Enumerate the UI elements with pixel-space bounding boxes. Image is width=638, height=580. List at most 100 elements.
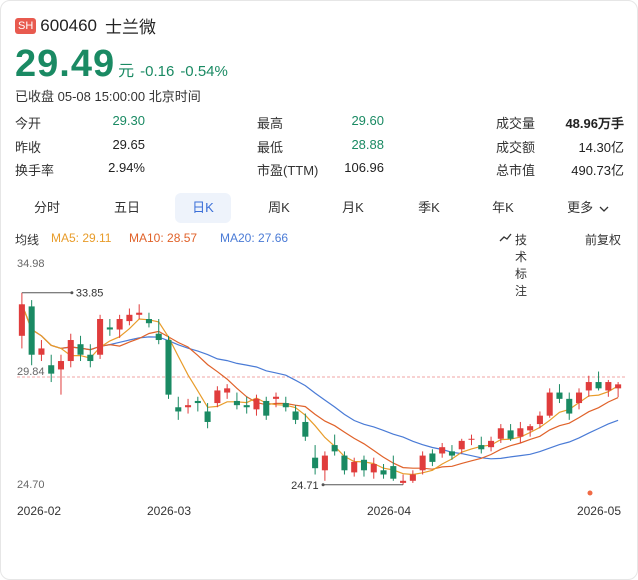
candle-body <box>468 438 475 440</box>
candle-body <box>67 340 74 362</box>
candle-body <box>556 392 563 399</box>
candle-body <box>488 440 495 448</box>
candle-body <box>517 428 524 437</box>
candle-body <box>351 461 358 473</box>
ma20-line <box>21 304 619 460</box>
stat-label: 市盈(TTM) <box>257 163 319 178</box>
candle-body <box>214 390 221 404</box>
stats-row: 昨收 29.65 最低 28.88 成交额 14.30亿 <box>1 137 637 157</box>
tab-weekly-k[interactable]: 周K <box>268 200 290 215</box>
min-value-label: 24.71 <box>291 480 319 492</box>
stat-value: 490.73亿 <box>571 163 624 178</box>
stat-value: 2.94% <box>108 160 145 175</box>
candle-body <box>165 340 172 395</box>
candle-body <box>175 407 182 412</box>
candle-body <box>390 466 397 479</box>
exchange-badge: SH <box>15 17 37 34</box>
candle-body <box>536 415 543 425</box>
candle-body <box>595 382 602 389</box>
candle-body <box>302 421 309 437</box>
stock-name[interactable]: 士兰微 <box>105 18 157 37</box>
tab-yearly-k[interactable]: 年K <box>492 200 514 215</box>
candle-body <box>400 480 407 483</box>
tech-annotation-label: 技术标注 <box>515 233 528 298</box>
tab-quarterly-k[interactable]: 季K <box>418 200 440 215</box>
candle-body <box>497 428 504 439</box>
candle-body <box>126 314 133 322</box>
candle-body <box>28 306 35 355</box>
candle-body <box>292 411 299 420</box>
stock-header: SH 600460 士兰微 <box>15 13 156 38</box>
stat-label: 最低 <box>257 140 284 155</box>
candle-body <box>272 396 280 399</box>
candle-body <box>106 327 113 330</box>
candle-body <box>566 398 573 414</box>
tab-monthly-k[interactable]: 月K <box>342 200 364 215</box>
current-price: 29.49 <box>15 43 116 85</box>
candlestick-chart[interactable]: 34.98 29.84 24.70 33.85 24.71 2026-02 2026-03 2… <box>1 251 637 551</box>
ma20-value: MA20: 27.66 <box>220 231 289 245</box>
x-tick-label: 2026-05 <box>577 504 621 518</box>
stat-label: 换手率 <box>15 163 55 178</box>
candle-body <box>527 426 534 431</box>
tab-five-day[interactable]: 五日 <box>113 200 140 215</box>
tab-more[interactable]: 更多 <box>555 193 621 223</box>
stat-value: 14.30亿 <box>578 140 624 155</box>
candle-body <box>204 411 211 422</box>
x-tick-label: 2026-04 <box>367 504 411 518</box>
candle-body <box>615 384 622 389</box>
stats-row: 今开 29.30 最高 29.60 成交量 48.96万手 <box>1 113 637 133</box>
ma-label[interactable]: 均线 <box>15 233 40 247</box>
candle-body <box>136 312 143 315</box>
candle-body <box>429 453 436 462</box>
candle-body <box>57 361 65 370</box>
candle-body <box>380 470 387 475</box>
candle-body <box>87 354 94 362</box>
candle-body <box>194 400 201 404</box>
chevron-down-icon <box>599 206 609 212</box>
max-value-label: 33.85 <box>76 288 104 300</box>
candle-body <box>155 333 162 341</box>
ma5-line <box>21 304 619 476</box>
stat-value: 48.96万手 <box>565 116 624 131</box>
tech-annotation-button[interactable]: 技术标注 <box>499 231 527 298</box>
stat-value: 28.88 <box>351 137 384 152</box>
y-tick-label: 34.98 <box>17 258 45 270</box>
candle-body <box>331 445 338 452</box>
tab-intraday[interactable]: 分时 <box>33 200 60 215</box>
candle-body <box>341 455 348 471</box>
candle-body <box>312 457 319 469</box>
adjust-price-button[interactable]: 前复权 <box>585 233 622 247</box>
y-tick-label: 29.84 <box>17 366 45 378</box>
tab-daily-k[interactable]: 日K <box>175 193 231 223</box>
event-marker-dot <box>587 490 593 496</box>
stat-value: 29.30 <box>112 113 145 128</box>
ma10-line <box>21 304 619 470</box>
candle-body <box>38 348 45 355</box>
stat-value: 29.65 <box>112 137 145 152</box>
price-unit: 元 <box>118 63 135 80</box>
candle-body <box>282 403 289 408</box>
candle-body <box>77 344 84 355</box>
stat-value: 106.96 <box>344 160 384 175</box>
price-change-percent: -0.54% <box>180 63 228 80</box>
candle-body <box>585 382 592 391</box>
candle-body <box>97 319 104 355</box>
stat-label: 最高 <box>257 116 284 131</box>
stats-row: 换手率 2.94% 市盈(TTM) 106.96 总市值 490.73亿 <box>1 160 637 180</box>
candle-body <box>507 430 514 439</box>
candle-body <box>233 400 240 406</box>
candle-body <box>145 319 152 324</box>
y-tick-label: 24.70 <box>17 479 45 491</box>
ma10-value: MA10: 28.57 <box>129 231 198 245</box>
moving-average-legend: 均线 MA5: 29.11 MA10: 28.57 MA20: 27.66 技术… <box>15 231 627 298</box>
candle-body <box>458 440 465 450</box>
stat-label: 今开 <box>15 116 42 131</box>
price-row: 29.49 元 -0.16 -0.54% <box>15 43 228 86</box>
candle-body <box>116 319 123 330</box>
candle-body <box>185 405 192 408</box>
candle-body <box>370 463 377 473</box>
candlestick-chart-svg: 34.98 29.84 24.70 33.85 24.71 2026-02 2026-03 2… <box>17 258 625 518</box>
stat-label: 昨收 <box>15 140 42 155</box>
